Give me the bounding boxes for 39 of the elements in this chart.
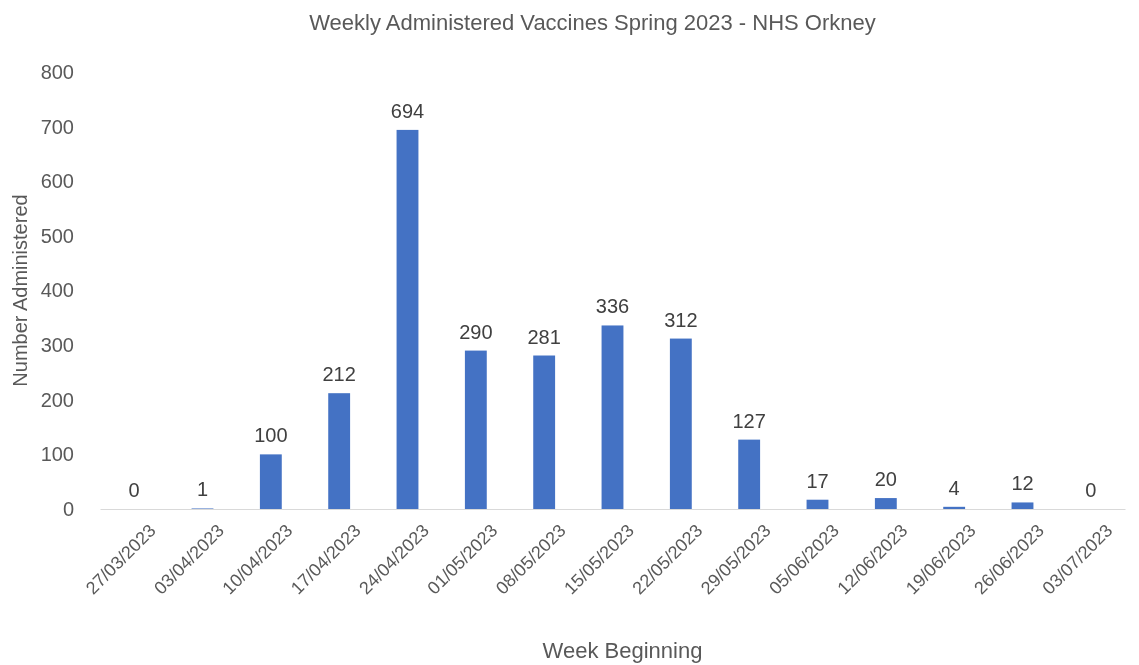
y-tick-label: 0 bbox=[62, 497, 74, 520]
bar bbox=[738, 439, 761, 509]
data-label: 100 bbox=[254, 424, 288, 447]
bar bbox=[806, 499, 829, 509]
data-label: 4 bbox=[948, 476, 960, 499]
chart-title: Weekly Administered Vaccines Spring 2023 - NHS Orkney bbox=[309, 10, 876, 35]
y-tick-label: 200 bbox=[40, 388, 74, 411]
y-tick-label: 400 bbox=[40, 279, 74, 302]
y-tick-label: 500 bbox=[40, 224, 74, 247]
y-tick-label: 300 bbox=[40, 334, 74, 357]
bar bbox=[1011, 502, 1034, 509]
bar bbox=[396, 129, 419, 509]
data-label: 0 bbox=[1085, 479, 1097, 501]
bar bbox=[874, 498, 897, 509]
y-axis-title: Number Administered bbox=[9, 194, 31, 387]
bar bbox=[601, 325, 624, 509]
data-label: 17 bbox=[806, 469, 829, 492]
y-tick-label: 800 bbox=[40, 60, 74, 83]
y-tick-label: 600 bbox=[40, 170, 74, 193]
data-label: 12 bbox=[1011, 472, 1034, 495]
data-label: 281 bbox=[527, 325, 561, 348]
data-label: 336 bbox=[595, 295, 630, 318]
bar bbox=[328, 393, 351, 509]
data-label: 312 bbox=[664, 308, 698, 331]
data-label: 0 bbox=[128, 479, 140, 501]
data-label: 1 bbox=[196, 478, 209, 501]
data-label: 212 bbox=[322, 363, 356, 386]
data-label: 20 bbox=[874, 468, 897, 491]
x-axis-title: Week Beginning bbox=[542, 638, 703, 663]
bar bbox=[533, 355, 556, 509]
data-label: 694 bbox=[390, 99, 425, 122]
y-tick-label: 700 bbox=[40, 115, 74, 138]
bar bbox=[669, 338, 692, 509]
data-label: 127 bbox=[732, 409, 766, 432]
data-label: 290 bbox=[459, 320, 493, 343]
bar bbox=[464, 350, 487, 509]
bar bbox=[943, 506, 966, 509]
y-tick-label: 100 bbox=[40, 443, 74, 466]
bar bbox=[259, 454, 282, 509]
